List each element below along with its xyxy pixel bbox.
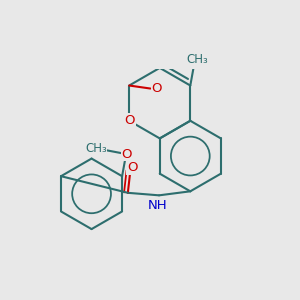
Text: O: O <box>127 161 138 174</box>
Text: CH₃: CH₃ <box>187 53 208 66</box>
Text: NH: NH <box>148 199 168 212</box>
Text: CH₃: CH₃ <box>85 142 107 155</box>
Text: O: O <box>122 148 132 160</box>
Text: O: O <box>152 82 162 95</box>
Text: O: O <box>124 114 135 127</box>
